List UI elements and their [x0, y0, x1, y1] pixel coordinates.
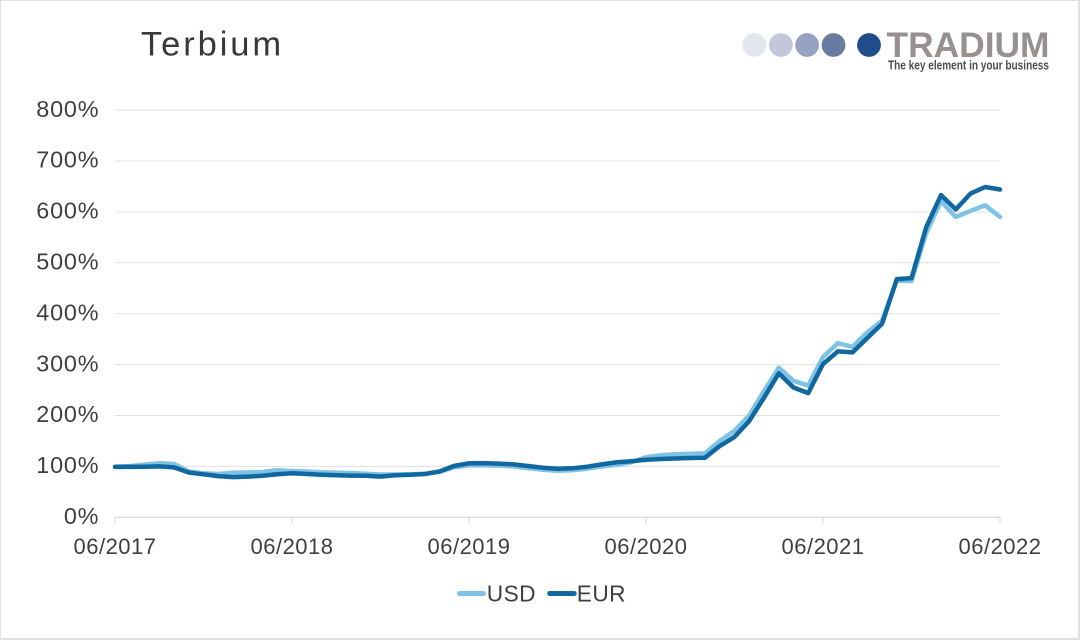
svg-text:The key element in your busine: The key element in your business	[888, 58, 1049, 73]
svg-text:06/2017: 06/2017	[73, 534, 156, 559]
svg-text:06/2020: 06/2020	[604, 534, 687, 559]
svg-text:400%: 400%	[36, 299, 99, 325]
svg-text:600%: 600%	[36, 198, 99, 224]
svg-text:06/2019: 06/2019	[427, 534, 510, 559]
svg-text:200%: 200%	[36, 401, 99, 427]
svg-text:06/2018: 06/2018	[250, 534, 333, 559]
svg-text:100%: 100%	[36, 452, 99, 478]
svg-text:EUR: EUR	[577, 580, 626, 606]
svg-text:300%: 300%	[36, 350, 99, 376]
svg-text:USD: USD	[487, 580, 536, 606]
svg-text:06/2022: 06/2022	[958, 534, 1041, 559]
svg-text:06/2021: 06/2021	[781, 534, 864, 559]
svg-text:800%: 800%	[36, 96, 99, 122]
svg-text:500%: 500%	[36, 249, 99, 275]
svg-text:TRADIUM: TRADIUM	[887, 25, 1050, 65]
svg-text:700%: 700%	[36, 147, 99, 173]
svg-text:0%: 0%	[64, 503, 99, 529]
svg-text:Terbium: Terbium	[141, 26, 284, 64]
